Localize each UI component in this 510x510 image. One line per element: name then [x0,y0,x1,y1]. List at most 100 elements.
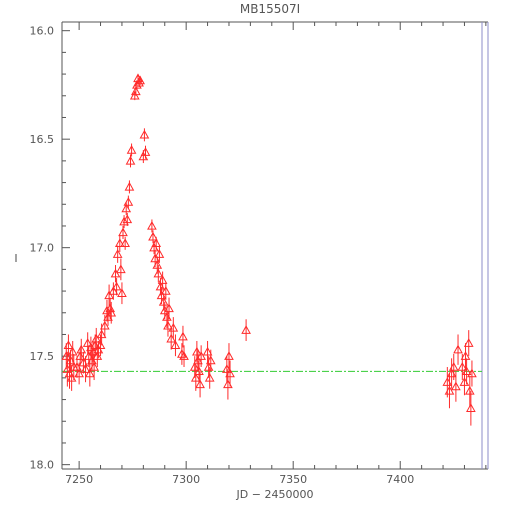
data-point [444,373,455,409]
data-point [148,230,158,244]
triangle-marker [152,259,163,269]
data-point [106,301,117,324]
data-point [163,314,173,337]
data-point [460,343,471,370]
data-point [463,330,474,357]
triangle-marker [194,366,204,376]
y-tick-label: 17.5 [30,350,55,363]
triangle-marker [153,268,164,278]
data-point [151,236,162,250]
triangle-marker [140,147,151,156]
data-points [61,73,477,426]
data-point [467,360,477,387]
data-point [147,219,157,233]
data-point [104,284,114,307]
triangle-marker [170,340,181,350]
data-point [451,371,461,402]
data-point [195,371,205,398]
triangle-marker [189,361,200,371]
data-point [157,271,168,289]
triangle-marker [464,385,475,395]
triangle-marker [118,227,128,237]
data-point [112,245,123,263]
triangle-marker [179,351,189,360]
triangle-marker [135,75,145,85]
triangle-marker [114,238,125,248]
triangle-marker [123,197,134,206]
triangle-marker [91,333,102,343]
y-tick-label: 18.0 [30,459,55,472]
triangle-marker [163,320,173,330]
data-point [80,356,91,383]
triangle-marker [108,286,119,295]
triangle-marker [192,346,202,356]
triangle-marker [190,372,201,382]
triangle-marker [154,249,165,258]
triangle-marker [74,368,84,378]
data-point [123,195,134,209]
data-point [204,367,215,389]
triangle-marker [460,351,471,360]
x-tick-label: 7250 [65,473,93,486]
triangle-marker [84,368,95,378]
triangle-marker [117,288,127,297]
data-point [202,340,213,363]
data-point [168,317,179,339]
triangle-marker [116,264,126,274]
triangle-marker [120,238,131,248]
plot-frame [61,21,489,470]
triangle-marker [67,346,78,356]
data-point [129,90,140,101]
triangle-marker [164,303,174,313]
data-point [461,358,472,385]
triangle-marker [168,322,179,332]
triangle-marker [80,364,91,373]
data-point [193,349,203,372]
data-point [114,234,125,253]
y-tick-label: 17.0 [30,242,55,255]
triangle-marker [96,329,107,339]
data-point [84,360,95,387]
triangle-marker [139,129,150,139]
chart-title: MB15507I [240,2,300,16]
y-tick-label: 16.0 [30,25,55,38]
triangle-marker [124,181,135,191]
data-point [179,345,189,368]
data-point [135,75,145,85]
data-point [122,212,133,226]
triangle-marker [160,286,171,295]
triangle-marker [131,86,141,96]
data-point [178,325,188,348]
data-point [91,327,102,350]
triangle-marker [90,340,101,350]
data-point [196,345,206,368]
data-point [63,334,74,357]
data-point [125,154,136,168]
triangle-marker [202,346,213,356]
triangle-marker [126,144,137,154]
triangle-marker [75,351,86,360]
data-point [224,343,234,370]
triangle-marker [106,307,117,317]
data-point [194,360,204,383]
triangle-marker [461,366,472,376]
data-point [154,245,165,263]
data-point [118,225,128,239]
triangle-marker [463,338,474,347]
triangle-marker [448,361,459,371]
data-point [160,282,171,300]
data-point [446,358,457,389]
data-point [124,180,135,194]
triangle-marker [444,385,455,395]
triangle-marker [76,344,87,354]
data-point [164,297,174,320]
data-point [67,340,78,363]
data-point [466,390,476,426]
triangle-marker [110,268,121,278]
data-point [75,347,86,365]
data-point [453,334,463,365]
triangle-marker [205,355,216,365]
triangle-marker [466,403,476,412]
data-point [225,360,235,387]
